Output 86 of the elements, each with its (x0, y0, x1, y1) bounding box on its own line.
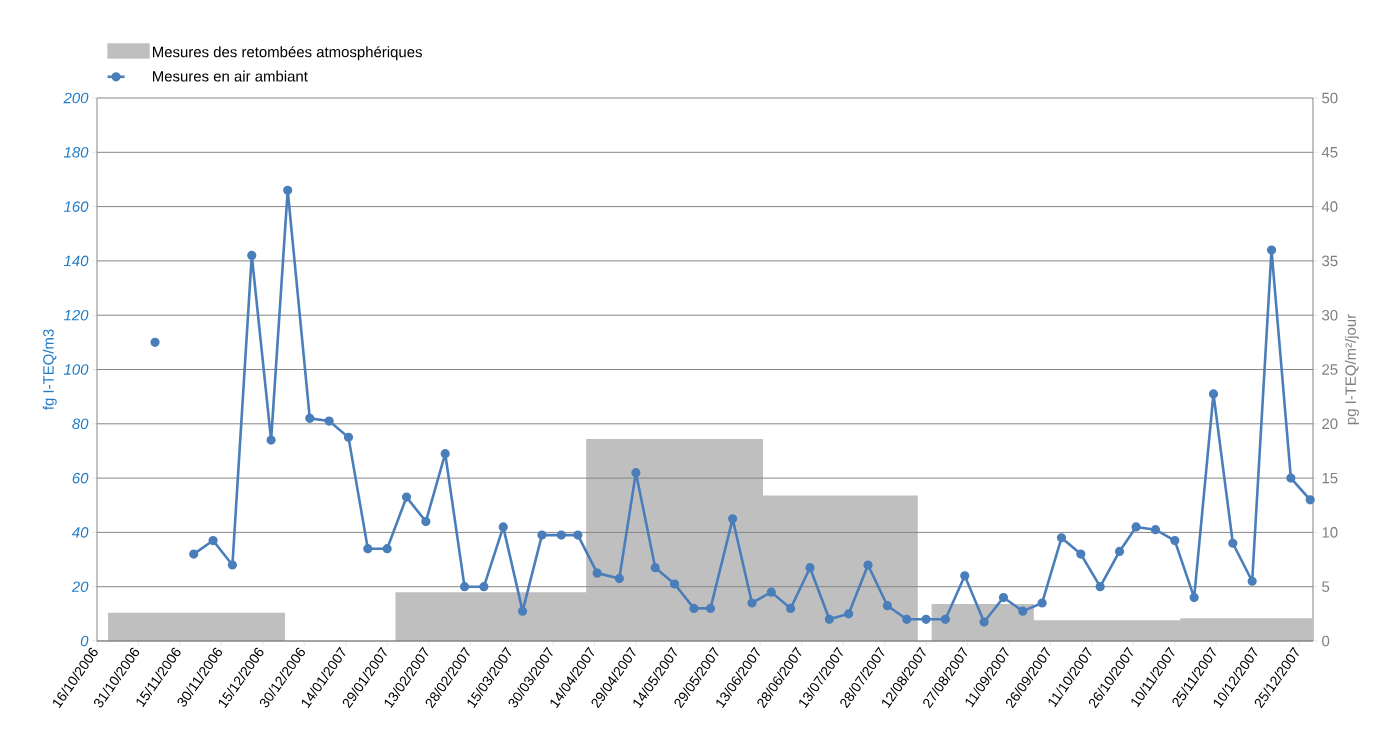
point (382, 544, 392, 554)
y2-tick-label: 20 (1322, 418, 1338, 430)
point (227, 560, 238, 570)
point (1266, 245, 1277, 255)
point (1286, 473, 1296, 483)
y-tick-label: 120 (63, 309, 89, 321)
point (498, 522, 508, 532)
point (766, 587, 776, 597)
point (882, 601, 892, 611)
point (305, 413, 315, 423)
point (592, 568, 602, 578)
point (208, 535, 218, 546)
point (556, 530, 566, 540)
y-tick-label: 80 (72, 418, 89, 430)
y2-tick-label: 15 (1322, 472, 1338, 484)
point (998, 592, 1009, 603)
y-axis-title: fg I-TEQ/m3 (42, 329, 57, 410)
point (189, 549, 199, 559)
point (940, 614, 951, 624)
point (1247, 576, 1257, 586)
point (863, 560, 873, 570)
y2-tick-label: 25 (1322, 364, 1338, 375)
point (1170, 535, 1180, 546)
point (979, 617, 989, 627)
y2-tick-label: 40 (1321, 201, 1338, 212)
point (960, 571, 970, 581)
point (1228, 538, 1238, 548)
point (440, 449, 450, 459)
point (689, 603, 699, 614)
legend-label: Mesures en air ambiant (152, 70, 308, 82)
y-tick-label: 20 (71, 581, 89, 592)
point (266, 435, 276, 445)
point (805, 563, 815, 573)
point (283, 185, 293, 195)
y2-tick-label: 0 (1322, 635, 1330, 647)
point (459, 582, 470, 592)
y2-tick-label: 10 (1322, 527, 1338, 538)
point (1037, 598, 1047, 608)
point (1095, 582, 1105, 592)
point (1150, 525, 1161, 535)
point (650, 563, 660, 573)
point (517, 606, 528, 616)
point (669, 579, 680, 589)
point (324, 416, 334, 426)
point (1189, 592, 1199, 603)
point (1076, 549, 1086, 559)
y-tick-label: 100 (63, 364, 89, 375)
y2-tick-label: 35 (1322, 255, 1338, 267)
point (401, 492, 412, 502)
point (844, 609, 854, 619)
point (1305, 495, 1315, 505)
point (614, 573, 624, 584)
point (150, 337, 160, 347)
point (1056, 533, 1067, 543)
point (537, 530, 547, 540)
y2-tick-label: 30 (1322, 309, 1338, 321)
y2-tick-label: 50 (1322, 92, 1338, 104)
point (363, 544, 373, 554)
y-tick-label: 180 (63, 147, 89, 158)
point (921, 614, 931, 624)
point (786, 603, 796, 614)
point (479, 582, 489, 592)
y-tick-label: 140 (63, 255, 89, 267)
y-tick-label: 200 (63, 92, 89, 104)
point (728, 514, 738, 524)
point (421, 516, 431, 527)
y-tick-label: 40 (71, 527, 89, 538)
point (902, 614, 912, 624)
legend-label: Mesures des retombées atmosphériques (152, 46, 422, 61)
y2-axis-title: pg I-TEQ/m²/jour (1344, 314, 1359, 425)
y-tick-label: 160 (63, 201, 89, 212)
point (573, 530, 583, 540)
point (247, 250, 257, 261)
y-tick-label: 60 (72, 472, 89, 484)
point (1208, 389, 1219, 399)
point (747, 598, 757, 608)
point (1131, 522, 1141, 532)
point (343, 432, 354, 442)
y-tick-label: 0 (80, 635, 89, 647)
y2-tick-label: 45 (1321, 147, 1338, 158)
point (824, 614, 834, 624)
point (705, 603, 716, 614)
point (1018, 606, 1028, 616)
point (1114, 546, 1125, 556)
y2-tick-label: 5 (1322, 581, 1330, 592)
point (631, 468, 641, 478)
